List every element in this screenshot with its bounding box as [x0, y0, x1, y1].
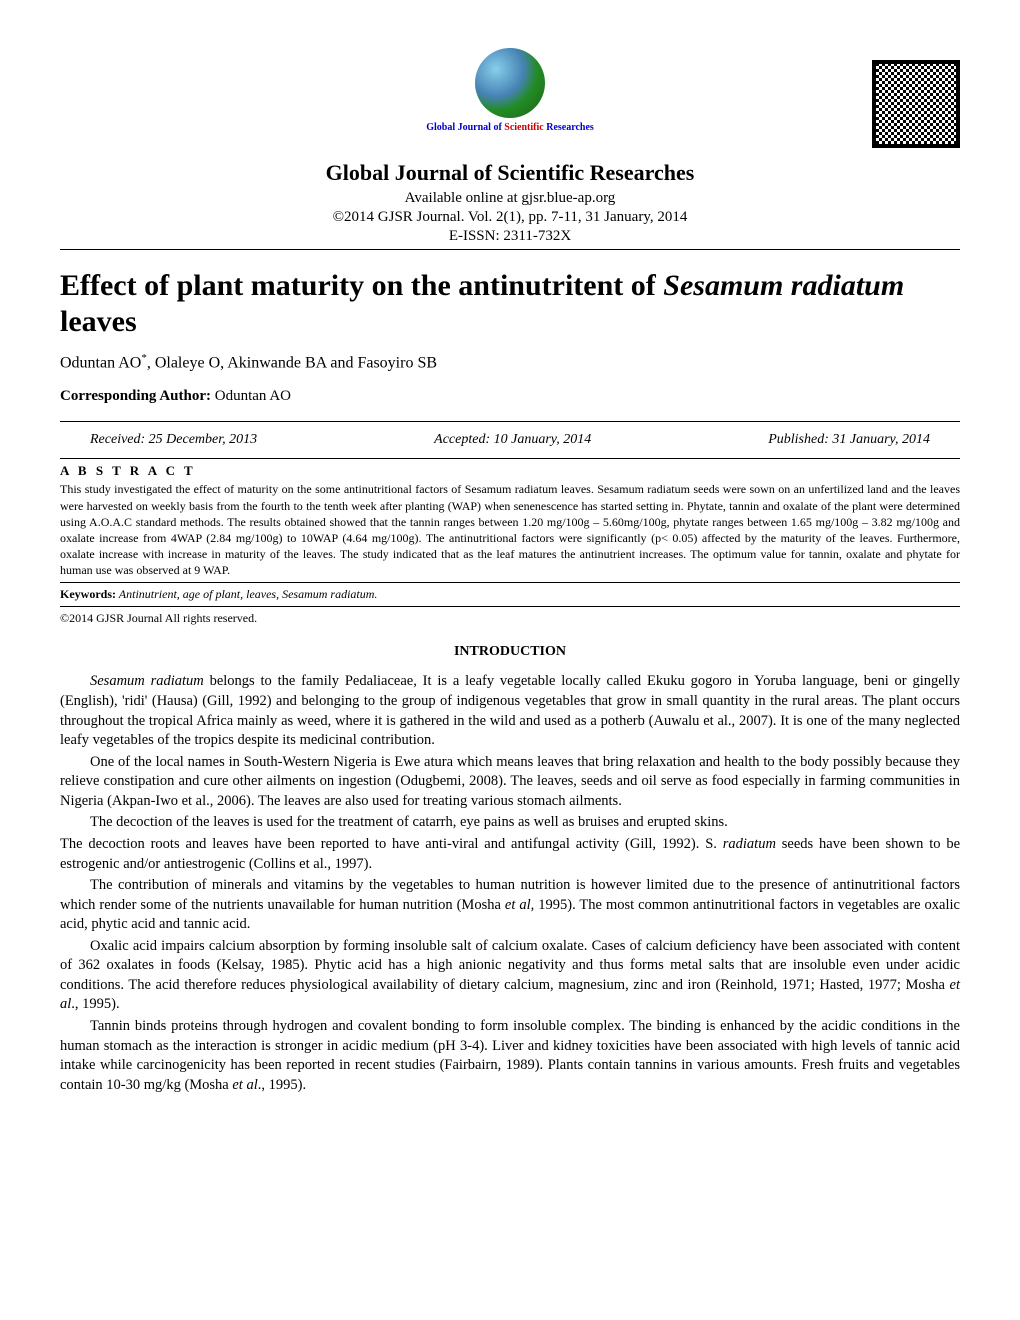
journal-available: Available online at gjsr.blue-ap.org	[60, 190, 960, 207]
logo-text-pre: Global Journal of	[426, 122, 504, 133]
globe-icon	[475, 48, 545, 118]
corresponding-label: Corresponding Author:	[60, 388, 215, 404]
section-heading-introduction: INTRODUCTION	[60, 644, 960, 660]
logo-text-mid: Scientific	[504, 122, 546, 133]
journal-title: Global Journal of Scientific Researches	[60, 160, 960, 186]
p5b: et al	[505, 897, 531, 913]
divider	[60, 606, 960, 607]
author-first: Oduntan AO	[60, 354, 141, 371]
body-p3: The decoction of the leaves is used for …	[60, 813, 960, 833]
title-post: leaves	[60, 305, 137, 338]
body-p2: One of the local names in South-Western …	[60, 753, 960, 812]
keywords-label: Keywords:	[60, 587, 116, 601]
keywords-text: Antinutrient, age of plant, leaves, Sesa…	[116, 587, 377, 601]
corresponding-author: Corresponding Author: Oduntan AO	[60, 388, 960, 405]
body-p4: The decoction roots and leaves have been…	[60, 835, 960, 874]
journal-eissn: E-ISSN: 2311-732X	[60, 228, 960, 245]
p7a: Tannin binds proteins through hydrogen a…	[60, 1018, 960, 1093]
copyright: ©2014 GJSR Journal All rights reserved.	[60, 611, 960, 626]
corresponding-name: Oduntan AO	[215, 388, 291, 404]
p1-species: Sesamum radiatum	[90, 673, 204, 689]
p6c: ., 1995).	[71, 996, 119, 1012]
qr-code-icon	[872, 60, 960, 148]
journal-citation: ©2014 GJSR Journal. Vol. 2(1), pp. 7-11,…	[60, 209, 960, 226]
title-pre: Effect of plant maturity on the antinutr…	[60, 269, 663, 302]
p4b: radiatum	[723, 836, 776, 852]
date-accepted: Accepted: 10 January, 2014	[434, 432, 591, 448]
p6a: Oxalic acid impairs calcium absorption b…	[60, 938, 960, 993]
header-images: Global Journal of Scientific Researches	[60, 40, 960, 140]
abstract-text: This study investigated the effect of ma…	[60, 481, 960, 578]
journal-logo: Global Journal of Scientific Researches	[410, 40, 610, 140]
p4a: The decoction roots and leaves have been…	[60, 836, 723, 852]
divider	[60, 421, 960, 422]
authors: Oduntan AO*, Olaleye O, Akinwande BA and…	[60, 352, 960, 372]
logo-text-suf: Researches	[546, 122, 594, 133]
p7b: et al	[232, 1077, 257, 1093]
authors-rest: , Olaleye O, Akinwande BA and Fasoyiro S…	[147, 354, 437, 371]
date-received: Received: 25 December, 2013	[90, 432, 257, 448]
title-species: Sesamum radiatum	[663, 269, 904, 302]
body-p7: Tannin binds proteins through hydrogen a…	[60, 1017, 960, 1095]
body-p6: Oxalic acid impairs calcium absorption b…	[60, 937, 960, 1015]
paper-title: Effect of plant maturity on the antinutr…	[60, 268, 960, 340]
dates-row: Received: 25 December, 2013 Accepted: 10…	[60, 432, 960, 448]
body-p5: The contribution of minerals and vitamin…	[60, 876, 960, 935]
abstract-label: A B S T R A C T	[60, 463, 960, 479]
logo-text: Global Journal of Scientific Researches	[426, 122, 594, 133]
divider	[60, 458, 960, 459]
date-published: Published: 31 January, 2014	[768, 432, 930, 448]
divider	[60, 249, 960, 250]
body-p1: Sesamum radiatum belongs to the family P…	[60, 672, 960, 750]
p7c: ., 1995).	[258, 1077, 306, 1093]
keywords: Keywords: Antinutrient, age of plant, le…	[60, 587, 960, 602]
divider	[60, 582, 960, 583]
